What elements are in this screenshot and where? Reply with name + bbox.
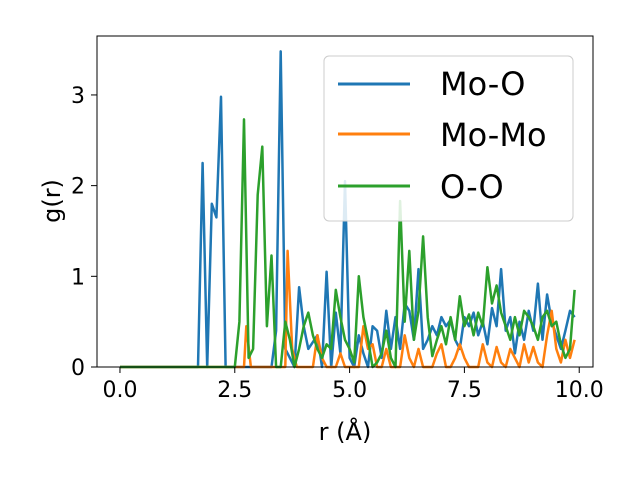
plot-frame [96,35,594,368]
x-axis-label: r (Å) [319,417,372,446]
legend: Mo-O Mo-Mo O-O [323,55,574,222]
y-tick-label: 0 [71,356,85,381]
y-tick-label: 3 [71,84,85,109]
legend-box [323,55,574,222]
legend-label-mo-mo: Mo-Mo [440,116,547,154]
ticks-layer: 0.0 2.5 5.0 7.5 10.0 0 1 2 3 [71,84,604,403]
x-tick-label: 10.0 [555,378,604,403]
y-tick-label: 1 [71,265,85,290]
x-tick-label: 7.5 [447,378,482,403]
x-tick-label: 5.0 [332,378,367,403]
y-axis-label: g(r) [38,179,66,223]
legend-label-mo-o: Mo-O [440,65,525,103]
x-tick-label: 0.0 [102,378,137,403]
legend-label-o-o: O-O [440,168,504,206]
y-tick-label: 2 [71,175,85,200]
series-line-mo-o [120,50,576,369]
x-tick-label: 2.5 [217,378,252,403]
